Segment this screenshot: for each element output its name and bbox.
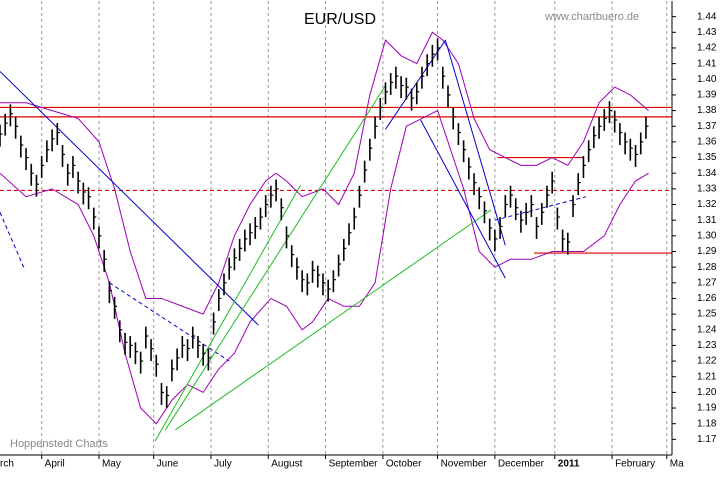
y-tick-label: 1.27: [697, 277, 717, 288]
y-tick-label: 1.17: [697, 434, 717, 445]
source: Hoppenstedt Charts: [10, 438, 108, 450]
trend-line: [444, 39, 506, 246]
trend-line: [0, 71, 259, 326]
y-tick-label: 1.34: [697, 168, 717, 179]
x-tick-label: June: [157, 459, 179, 470]
trend-line: [0, 212, 26, 271]
x-tick-label: September: [329, 459, 379, 470]
y-tick-label: 1.31: [697, 215, 717, 226]
y-tick-label: 1.39: [697, 90, 717, 101]
y-tick-label: 1.26: [697, 293, 717, 304]
trend-line: [175, 209, 492, 431]
y-tick-label: 1.25: [697, 309, 717, 320]
x-tick-label: rch: [0, 459, 14, 470]
axes: 1.17 1.18 1.19 1.20 1.21 1.22 1.23 1.24 1.25 1.26…: [0, 1, 717, 470]
x-tick-label: April: [45, 459, 65, 470]
y-tick-label: 1.40: [697, 74, 717, 85]
y-tick-label: 1.35: [697, 152, 717, 163]
y-tick-label: 1.43: [697, 27, 717, 38]
y-tick-label: 1.22: [697, 356, 717, 367]
y-tick-label: 1.28: [697, 262, 717, 273]
y-tick-label: 1.20: [697, 387, 717, 398]
bollinger-band: [0, 31, 649, 315]
trend-line: [164, 85, 386, 431]
x-tick-label: February: [615, 459, 655, 470]
x-tick-label: 2011: [558, 459, 580, 470]
y-tick-label: 1.37: [697, 121, 717, 132]
y-tick-label: 1.41: [697, 58, 717, 69]
y-tick-label: 1.42: [697, 43, 717, 54]
x-tick-label: Ma: [670, 459, 684, 470]
y-tick-label: 1.44: [697, 11, 717, 22]
trend-line: [154, 184, 302, 442]
y-tick-label: 1.36: [697, 137, 717, 148]
y-tick-label: 1.24: [697, 324, 717, 335]
x-tick-label: December: [498, 459, 545, 470]
x-tick-label: November: [441, 459, 488, 470]
y-tick-label: 1.33: [697, 184, 717, 195]
grid: [41, 1, 668, 455]
chart-title: EUR/USD: [304, 11, 376, 28]
bollinger-band: [0, 109, 649, 425]
x-tick-label: July: [214, 459, 232, 470]
y-tick-label: 1.23: [697, 340, 717, 351]
y-tick-label: 1.38: [697, 105, 717, 116]
x-tick-label: October: [386, 459, 422, 470]
y-tick-label: 1.30: [697, 230, 717, 241]
trend-line: [385, 39, 446, 130]
y-tick-label: 1.19: [697, 403, 717, 414]
watermark: www.chartbuero.de: [544, 11, 639, 23]
y-tick-label: 1.18: [697, 418, 717, 429]
x-tick-label: May: [102, 459, 121, 470]
y-tick-label: 1.21: [697, 371, 717, 382]
y-tick-label: 1.29: [697, 246, 717, 257]
trend-line: [494, 196, 587, 221]
y-tick-label: 1.32: [697, 199, 717, 210]
plot-area: [0, 31, 672, 442]
trend-line: [109, 282, 230, 362]
x-tick-label: August: [271, 459, 302, 470]
trend-line: [420, 119, 506, 279]
